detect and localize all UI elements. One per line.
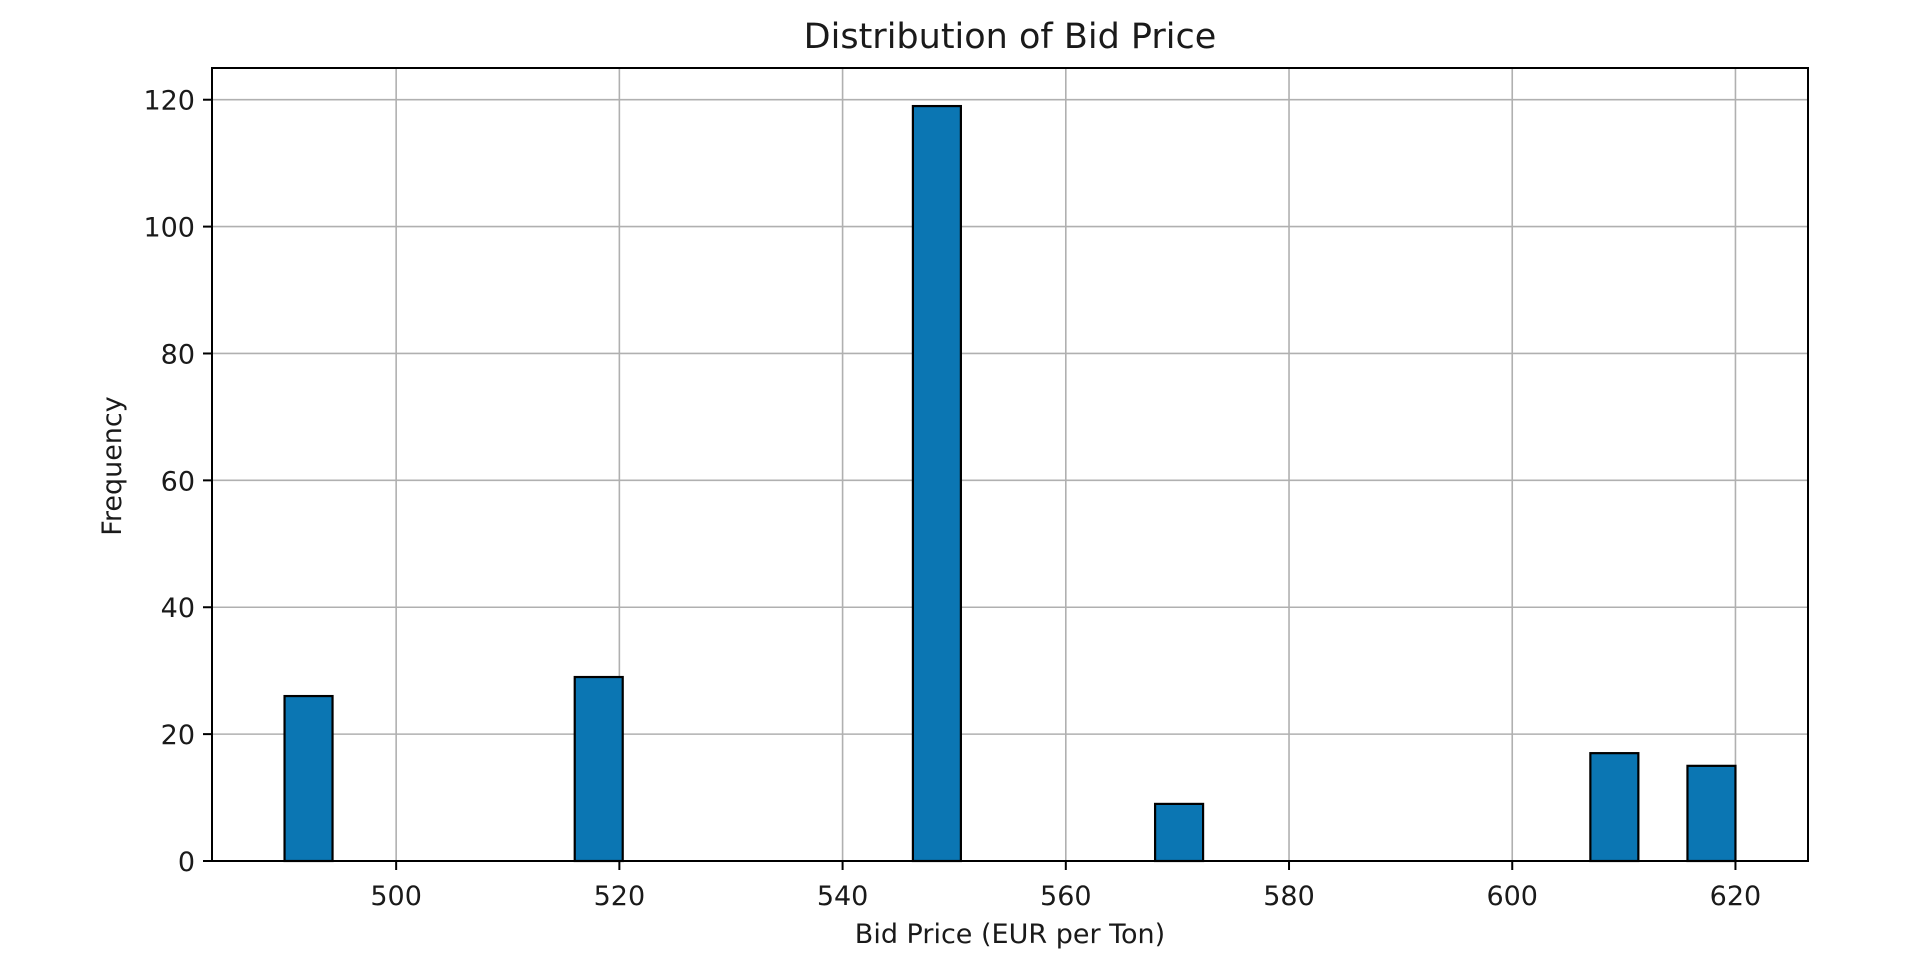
y-tick-label: 120 (143, 86, 195, 117)
plot-frame (211, 67, 1809, 862)
x-tick-label: 600 (1486, 881, 1538, 912)
x-tick-label: 520 (594, 881, 646, 912)
grid-layer (212, 68, 1808, 862)
histogram-bar (1589, 752, 1640, 863)
y-tick-label: 40 (161, 593, 195, 624)
chart-title: Distribution of Bid Price (804, 17, 1217, 57)
histogram-bar (911, 104, 962, 863)
x-axis-title: Bid Price (EUR per Ton) (855, 919, 1165, 950)
y-tick-label: 0 (178, 847, 195, 878)
x-tick-label: 500 (370, 881, 422, 912)
histogram-bar (573, 675, 624, 863)
y-tick-label: 20 (161, 720, 195, 751)
x-tick-label: 580 (1263, 881, 1315, 912)
histogram-bar (1153, 802, 1205, 863)
tick-layer: 500 520 540 560 580 600 620 0 20 40 60 80 100 120 (143, 86, 1761, 912)
y-tick-label: 80 (161, 339, 195, 370)
x-tick-label: 560 (1040, 881, 1092, 912)
y-axis-title: Frequency (97, 396, 128, 536)
x-tick-label: 540 (817, 881, 869, 912)
histogram-bar (1686, 764, 1737, 863)
histogram-bar (283, 694, 334, 863)
y-tick-label: 60 (161, 466, 195, 497)
y-tick-label: 100 (143, 213, 195, 244)
bar-layer (283, 104, 1737, 863)
x-tick-label: 620 (1710, 881, 1762, 912)
